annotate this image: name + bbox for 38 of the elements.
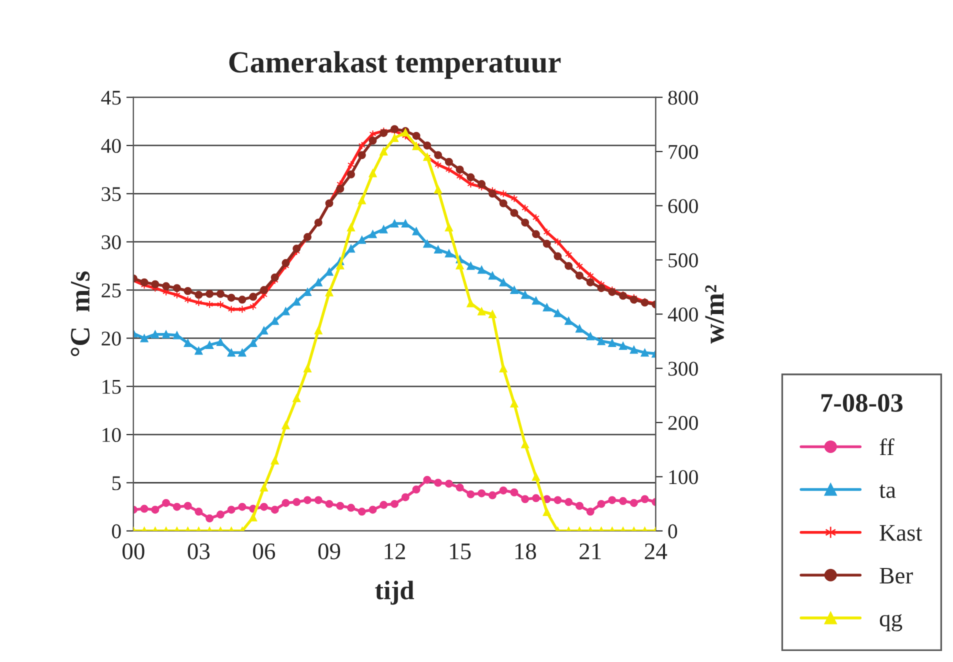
y-tick-label: 30 <box>102 235 121 250</box>
y2-tick-label: 800 <box>668 90 698 105</box>
x-tick-label: 06 <box>253 543 276 560</box>
legend-label: Ber <box>880 568 913 584</box>
chart-title: Camerakast temperatuur <box>229 51 561 79</box>
y2-tick-label: 0 <box>668 524 678 538</box>
y-tick-label: 0 <box>112 524 121 538</box>
x-axis-title: tijd <box>375 580 414 605</box>
x-tick-label: 15 <box>450 544 471 560</box>
y-tick-label: 45 <box>101 90 121 105</box>
x-tick-label: 18 <box>515 543 536 560</box>
y-tick-label: 40 <box>101 138 121 153</box>
x-tick-label: 00 <box>122 543 144 560</box>
y2-tick-label: 200 <box>668 416 698 430</box>
x-tick-label: 12 <box>384 543 406 560</box>
y-tick-label: 5 <box>112 476 121 490</box>
y-tick-label: 35 <box>102 187 121 202</box>
y2-axis-title: w/m² <box>705 285 724 344</box>
x-tick-label: 24 <box>644 543 668 560</box>
y-tick-label: 25 <box>102 283 121 298</box>
legend-label: Kast <box>880 525 922 541</box>
y2-tick-label: 400 <box>668 307 698 322</box>
legend-label: ta <box>879 484 896 498</box>
x-tick-label: 03 <box>188 543 210 560</box>
y-tick-label: 15 <box>102 380 121 394</box>
y2-tick-label: 500 <box>668 253 698 268</box>
x-tick-label: 21 <box>580 543 601 560</box>
y2-tick-label: 600 <box>668 199 698 214</box>
y2-tick-label: 300 <box>668 362 698 376</box>
y-tick-label: 10 <box>102 428 121 442</box>
y2-tick-label: 100 <box>669 470 698 484</box>
x-tick-label: 09 <box>318 543 340 560</box>
y-tick-label: 20 <box>102 332 121 346</box>
legend-label: ff <box>880 438 894 455</box>
y2-tick-label: 700 <box>668 144 698 159</box>
legend-title: 7-08-03 <box>821 394 903 412</box>
legend-label: qg <box>880 614 902 632</box>
y-axis-title: °C m/s <box>70 271 90 356</box>
